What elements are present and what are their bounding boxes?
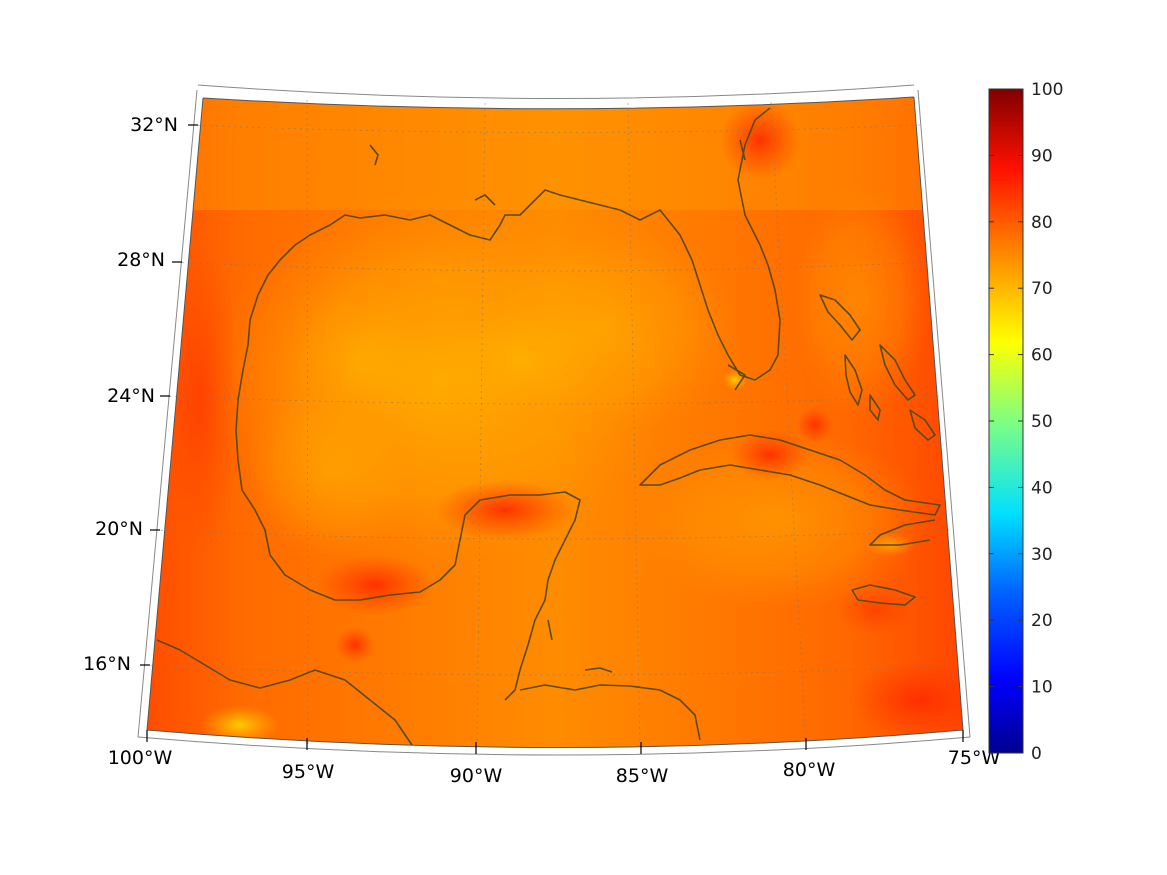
lon-label-85: 85°W: [616, 765, 669, 787]
lat-label-24: 24°N: [107, 385, 155, 407]
colorbar: 0 10 20 30 40 50 60 70 80 90 100: [988, 80, 1063, 764]
lat-label-28: 28°N: [117, 249, 165, 271]
lon-labels: 100°W 95°W 90°W 85°W 80°W 75°W: [108, 747, 1001, 787]
lon-label-95: 95°W: [282, 761, 335, 783]
colorbar-label: 50: [1031, 412, 1053, 432]
colorbar-gradient: [988, 88, 1024, 754]
colorbar-label: 80: [1031, 213, 1053, 233]
colorbar-label: 70: [1031, 279, 1053, 299]
lon-label-80: 80°W: [783, 759, 836, 781]
colorbar-label: 10: [1031, 678, 1053, 698]
lat-label-16: 16°N: [83, 653, 131, 675]
lat-labels: 32°N 28°N 24°N 20°N 16°N: [83, 114, 178, 675]
lon-label-90: 90°W: [450, 765, 503, 787]
colorbar-ticks: 0 10 20 30 40 50 60 70 80 90 100: [989, 80, 1063, 764]
data-field: [147, 97, 963, 748]
colorbar-label: 0: [1031, 744, 1042, 764]
map-frame: [137, 84, 971, 756]
colorbar-label: 90: [1031, 146, 1053, 166]
lat-label-32: 32°N: [130, 114, 178, 136]
colorbar-label: 40: [1031, 478, 1053, 498]
colorbar-label: 100: [1031, 80, 1063, 100]
colorbar-label: 20: [1031, 611, 1053, 631]
lat-label-20: 20°N: [95, 518, 143, 540]
coastlines: [156, 107, 941, 746]
graticule: [144, 99, 961, 748]
lon-label-75: 75°W: [948, 747, 1001, 769]
lon-label-100: 100°W: [108, 747, 173, 769]
colorbar-label: 60: [1031, 346, 1053, 366]
axis-ticks: [140, 124, 964, 754]
colorbar-label: 30: [1031, 545, 1053, 565]
